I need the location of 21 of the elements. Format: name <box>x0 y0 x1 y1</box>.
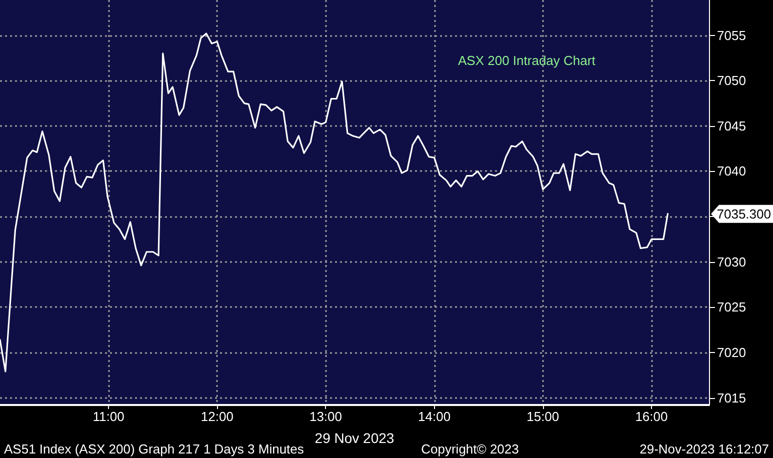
x-tick-label: 16:00 <box>635 409 668 424</box>
text: 29-Nov-2023 16:12:07 <box>640 442 769 456</box>
y-tick-label: 7050 <box>717 73 746 88</box>
y-tick-label: 7055 <box>717 28 746 43</box>
text: 7035.300 <box>716 206 771 222</box>
x-tick-label: 12:00 <box>200 409 234 424</box>
x-tick-label: 11:00 <box>92 409 124 424</box>
text: Copyright© 2023 <box>421 442 519 456</box>
y-tick-label: 7015 <box>717 390 746 406</box>
x-tick-label: 15:00 <box>526 409 560 424</box>
y-tick-label: 7045 <box>717 118 746 134</box>
text: AS51 Index (ASX 200) Graph 217 1 Days 3 Minutes <box>4 442 304 456</box>
line-series <box>0 32 669 372</box>
x-tick-label: 14:00 <box>418 409 451 424</box>
x-axis-title: 29 Nov 2023 <box>314 430 394 446</box>
x-tick-label: 13:00 <box>309 409 342 424</box>
text: ASX 200 Intraday Chart <box>458 53 596 68</box>
y-tick-label: 7040 <box>717 164 746 179</box>
y-tick-label: 7030 <box>717 254 746 270</box>
y-tick-label: 7025 <box>717 300 746 315</box>
y-tick-label: 7020 <box>717 344 746 360</box>
